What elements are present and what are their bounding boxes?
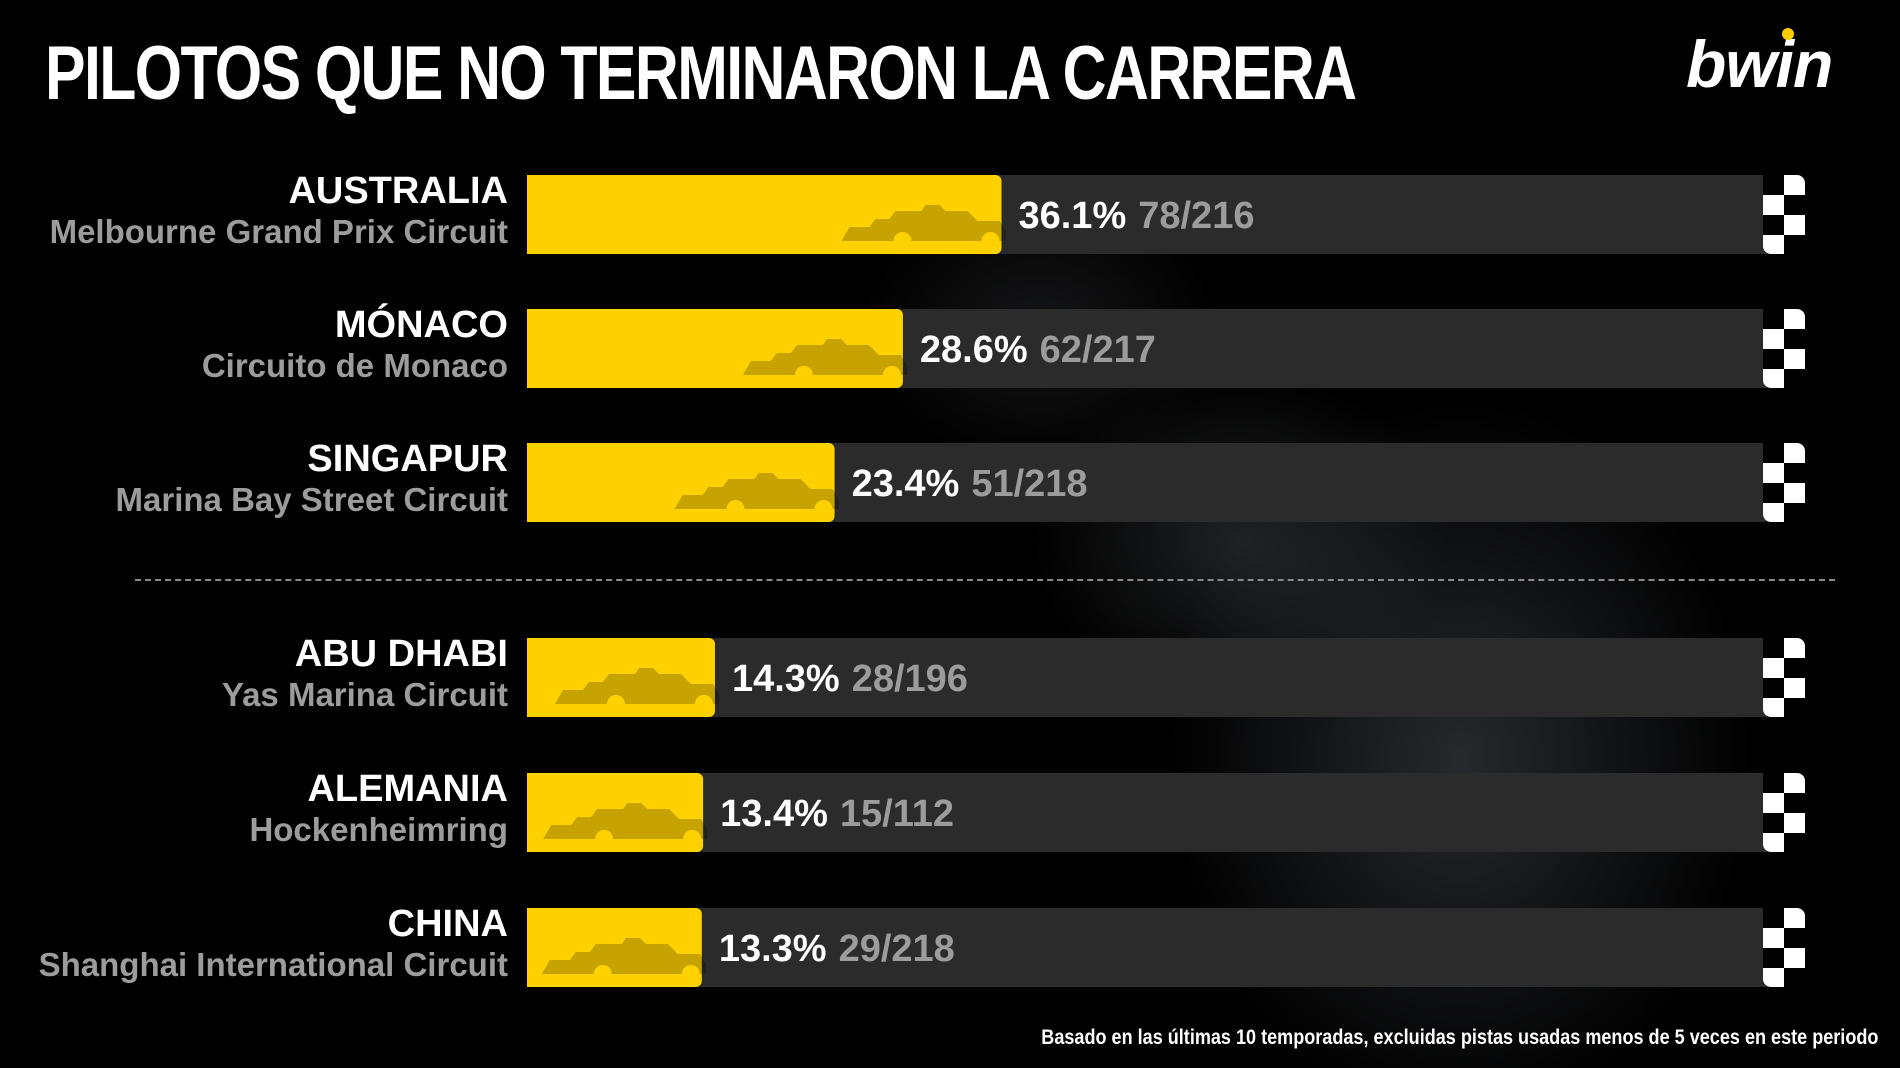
car-silhouette-icon xyxy=(554,668,719,704)
checkered-flag-square xyxy=(1784,235,1805,255)
count-label: 51/218 xyxy=(971,463,1087,505)
checkered-flag-square xyxy=(1784,369,1805,389)
value-label: 23.4% xyxy=(852,463,960,505)
checkered-flag-square xyxy=(1763,215,1784,235)
bar xyxy=(527,773,704,852)
car-silhouette-icon xyxy=(674,473,839,509)
count-label: 15/112 xyxy=(840,793,954,835)
checkered-flag-square xyxy=(1763,948,1784,968)
checkered-flag-square xyxy=(1784,968,1805,988)
checkered-flag-square xyxy=(1763,443,1784,463)
checkered-flag-square xyxy=(1763,483,1784,503)
circuit-label: Marina Bay Street Circuit xyxy=(116,481,508,518)
checkered-flag-square xyxy=(1784,928,1805,948)
checkered-flag-square xyxy=(1784,658,1805,678)
checkered-flag-square xyxy=(1763,309,1784,329)
value-label: 13.3% xyxy=(719,928,827,970)
value-label: 13.4% xyxy=(720,793,828,835)
bar-left-edge xyxy=(527,638,537,717)
circuit-label: Hockenheimring xyxy=(249,811,508,848)
car-silhouette-icon xyxy=(742,339,907,375)
bar-left-edge xyxy=(527,309,537,388)
category-label: AUSTRALIA xyxy=(288,170,508,212)
bar xyxy=(527,908,702,987)
footnote: Basado en las últimas 10 temporadas, exc… xyxy=(1040,1026,1878,1049)
checkered-flag-square xyxy=(1763,638,1784,658)
logo-dot xyxy=(1782,28,1794,40)
category-label: MÓNACO xyxy=(335,302,508,346)
bar-track xyxy=(527,638,1767,717)
bar-left-edge xyxy=(527,773,537,852)
bar xyxy=(527,638,715,717)
car-silhouette-icon xyxy=(841,205,1006,241)
checkered-flag-square xyxy=(1763,175,1784,195)
checkered-flag-square xyxy=(1784,329,1805,349)
checkered-flag-square xyxy=(1763,908,1784,928)
checkered-flag-square xyxy=(1784,793,1805,813)
checkered-flag-square xyxy=(1784,833,1805,853)
count-label: 29/218 xyxy=(839,928,955,970)
checkered-flag-square xyxy=(1763,678,1784,698)
bar-left-edge xyxy=(527,175,537,254)
checkered-flag-square xyxy=(1763,349,1784,369)
bar-left-edge xyxy=(527,908,537,987)
circuit-label: Shanghai International Circuit xyxy=(39,946,508,983)
checkered-flag-square xyxy=(1784,503,1805,523)
checkered-flag-square xyxy=(1763,773,1784,793)
category-label: ABU DHABI xyxy=(295,633,508,675)
count-label: 78/216 xyxy=(1138,195,1254,237)
bar-track xyxy=(527,908,1767,987)
page-title: PILOTOS QUE NO TERMINARON LA CARRERA xyxy=(45,31,1357,116)
circuit-label: Melbourne Grand Prix Circuit xyxy=(50,213,508,250)
checkered-flag-square xyxy=(1763,813,1784,833)
count-label: 28/196 xyxy=(852,658,968,700)
checkered-flag-square xyxy=(1784,463,1805,483)
bar xyxy=(527,443,835,522)
group-divider xyxy=(135,579,1835,581)
category-label: ALEMANIA xyxy=(307,768,508,810)
checkered-flag-square xyxy=(1784,195,1805,215)
count-label: 62/217 xyxy=(1040,329,1156,371)
car-silhouette-icon xyxy=(541,938,706,974)
bar xyxy=(527,175,1002,254)
value-label: 14.3% xyxy=(732,658,840,700)
category-label: CHINA xyxy=(388,903,508,945)
bwin-logo: bwin xyxy=(1686,27,1833,101)
value-label: 28.6% xyxy=(920,329,1028,371)
bar xyxy=(527,309,903,388)
bar-track xyxy=(527,773,1767,852)
category-label: SINGAPUR xyxy=(307,438,508,480)
car-silhouette-icon xyxy=(543,803,708,839)
circuit-label: Yas Marina Circuit xyxy=(222,676,508,713)
bar-left-edge xyxy=(527,443,537,522)
circuit-label: Circuito de Monaco xyxy=(202,347,508,384)
checkered-flag-square xyxy=(1784,698,1805,718)
value-label: 36.1% xyxy=(1018,195,1126,237)
